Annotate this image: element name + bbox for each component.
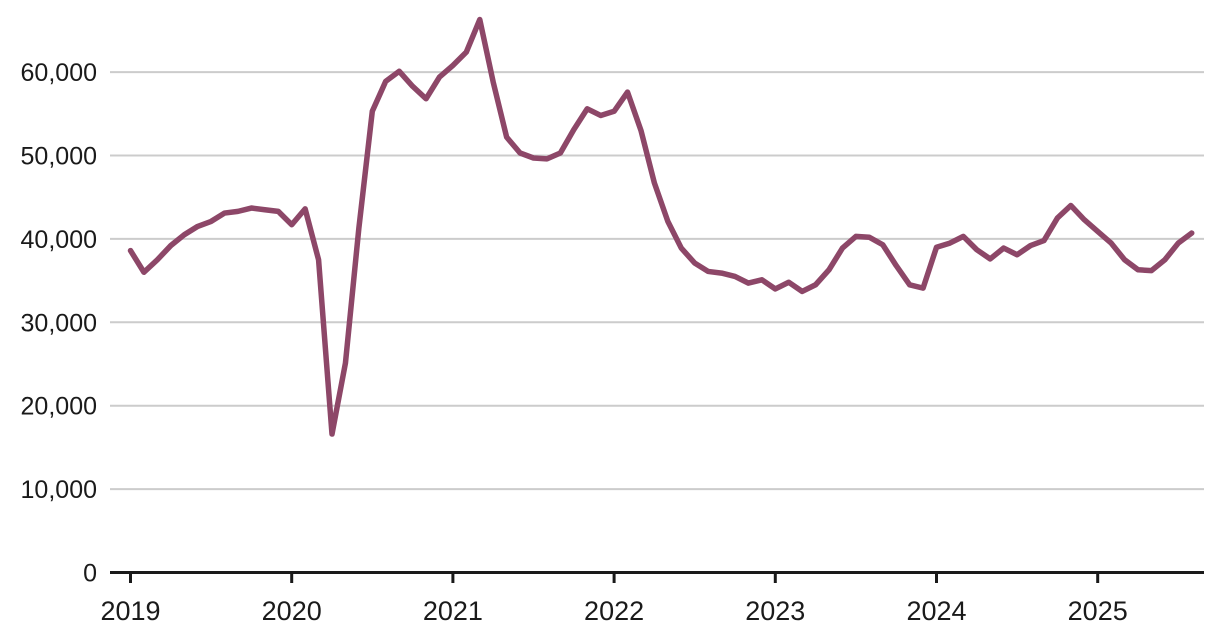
x-axis-label: 2022 — [584, 596, 644, 626]
y-axis-label: 20,000 — [21, 393, 97, 421]
x-axis-labels: 2019 2020 2021 2022 2023 2024 2025 — [100, 596, 1127, 626]
y-axis-label: 60,000 — [21, 59, 97, 87]
gridlines — [110, 71, 1204, 491]
x-axis-label: 2025 — [1068, 596, 1128, 626]
data-line — [127, 16, 1195, 437]
x-axis-label: 2021 — [423, 596, 483, 626]
y-axis-label: 10,000 — [21, 476, 97, 504]
y-axis-label: 30,000 — [21, 309, 97, 337]
x-axis-label: 2023 — [745, 596, 805, 626]
y-axis-label: 0 — [83, 560, 97, 588]
x-axis-label: 2020 — [262, 596, 322, 626]
y-axis-label: 50,000 — [21, 143, 97, 171]
x-axis-label: 2024 — [906, 596, 966, 626]
y-axis-label: 40,000 — [21, 226, 97, 254]
x-axis-ticks — [129, 574, 1100, 583]
x-axis-label: 2019 — [100, 596, 160, 626]
y-axis-labels: 0 10,000 20,000 30,000 40,000 50,000 60,000 — [21, 59, 97, 587]
